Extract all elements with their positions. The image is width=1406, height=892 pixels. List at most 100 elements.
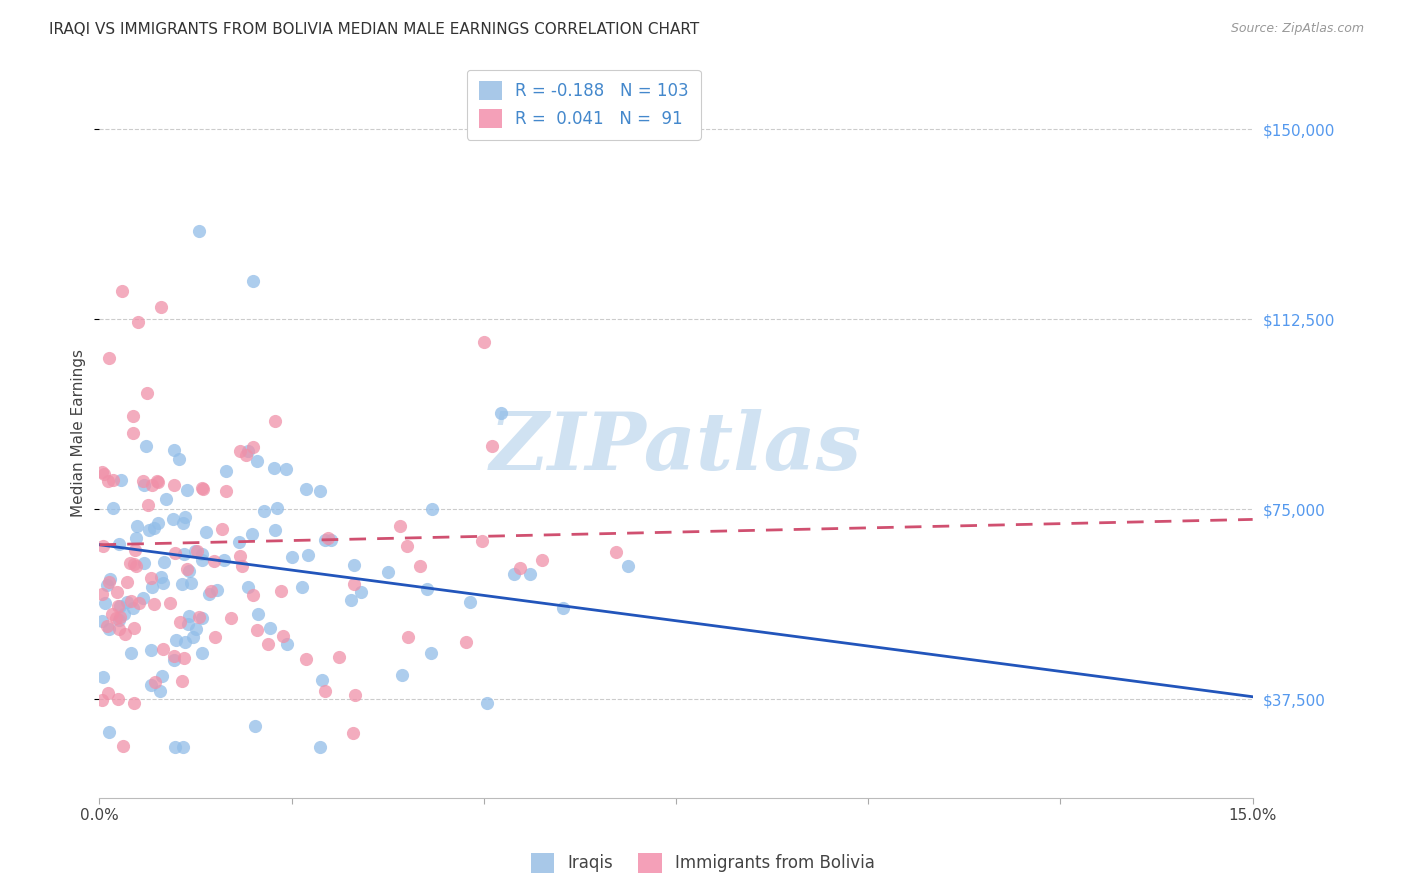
Point	[97, 351, 120, 365]
Point	[101, 501, 124, 516]
Point	[396, 630, 419, 644]
Point	[163, 648, 186, 663]
Point	[124, 542, 146, 557]
Point	[186, 544, 208, 558]
Point	[264, 523, 287, 537]
Point	[202, 554, 225, 568]
Point	[97, 686, 120, 700]
Point	[143, 675, 166, 690]
Point	[247, 607, 270, 622]
Point	[169, 615, 191, 629]
Point	[242, 274, 264, 288]
Point	[454, 635, 477, 649]
Point	[191, 553, 214, 567]
Text: IRAQI VS IMMIGRANTS FROM BOLIVIA MEDIAN MALE EARNINGS CORRELATION CHART: IRAQI VS IMMIGRANTS FROM BOLIVIA MEDIAN …	[49, 22, 699, 37]
Point	[169, 452, 191, 467]
Point	[107, 622, 129, 636]
Legend: Iraqis, Immigrants from Bolivia: Iraqis, Immigrants from Bolivia	[524, 847, 882, 880]
Point	[344, 688, 367, 702]
Point	[264, 414, 287, 428]
Point	[105, 611, 128, 625]
Point	[215, 464, 238, 478]
Point	[231, 558, 253, 573]
Point	[553, 601, 575, 615]
Point	[228, 534, 250, 549]
Point	[153, 555, 176, 569]
Point	[228, 443, 250, 458]
Point	[177, 616, 200, 631]
Point	[101, 607, 124, 621]
Point	[165, 633, 187, 648]
Point	[242, 527, 264, 541]
Point	[395, 539, 418, 553]
Point	[141, 478, 163, 492]
Point	[188, 610, 211, 624]
Point	[135, 439, 157, 453]
Point	[458, 594, 481, 608]
Point	[138, 523, 160, 537]
Point	[146, 474, 169, 488]
Point	[127, 315, 149, 329]
Point	[163, 546, 186, 560]
Point	[266, 500, 288, 515]
Point	[235, 448, 257, 462]
Point	[309, 740, 332, 755]
Point	[294, 651, 316, 665]
Point	[152, 576, 174, 591]
Point	[276, 462, 298, 476]
Point	[391, 668, 413, 682]
Point	[191, 646, 214, 660]
Point	[181, 631, 204, 645]
Point	[159, 596, 181, 610]
Point	[212, 552, 235, 566]
Point	[471, 534, 494, 549]
Point	[519, 567, 541, 582]
Point	[90, 693, 112, 707]
Point	[184, 622, 207, 636]
Point	[97, 474, 120, 488]
Point	[200, 584, 222, 599]
Point	[172, 516, 194, 530]
Point	[139, 643, 162, 657]
Point	[97, 623, 120, 637]
Point	[90, 465, 112, 479]
Point	[90, 614, 112, 628]
Point	[94, 597, 117, 611]
Point	[131, 591, 153, 605]
Point	[318, 532, 340, 546]
Point	[165, 740, 187, 755]
Point	[228, 549, 250, 563]
Point	[172, 740, 194, 755]
Point	[96, 619, 118, 633]
Point	[125, 518, 148, 533]
Point	[270, 583, 292, 598]
Point	[297, 548, 319, 562]
Point	[191, 547, 214, 561]
Point	[198, 587, 221, 601]
Point	[108, 613, 131, 627]
Point	[253, 504, 276, 518]
Point	[184, 543, 207, 558]
Point	[211, 522, 233, 536]
Point	[103, 473, 125, 487]
Point	[141, 581, 163, 595]
Point	[110, 473, 132, 487]
Point	[135, 385, 157, 400]
Point	[98, 574, 121, 589]
Point	[132, 474, 155, 488]
Point	[205, 583, 228, 598]
Point	[152, 642, 174, 657]
Point	[121, 601, 143, 615]
Point	[115, 574, 138, 589]
Point	[509, 561, 531, 575]
Point	[242, 440, 264, 454]
Point	[259, 621, 281, 635]
Point	[107, 692, 129, 706]
Point	[179, 564, 201, 578]
Point	[242, 588, 264, 602]
Point	[98, 572, 121, 586]
Point	[108, 537, 131, 551]
Point	[238, 580, 260, 594]
Point	[93, 467, 115, 482]
Point	[174, 509, 197, 524]
